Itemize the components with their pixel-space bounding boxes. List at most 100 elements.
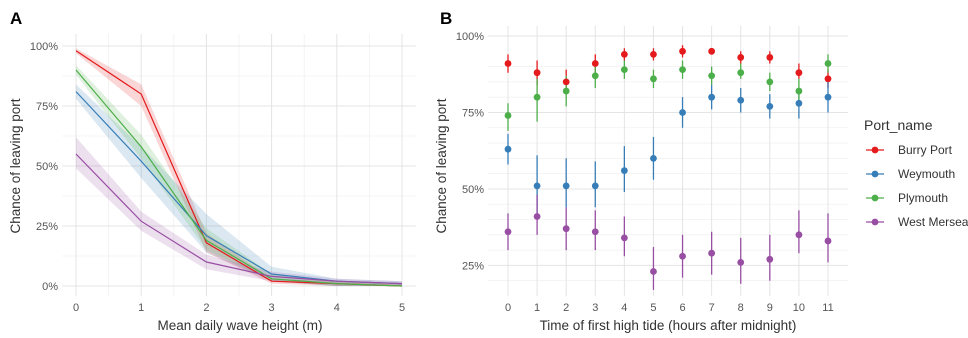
panel-b-x-axis-title: Time of first high tide (hours after mid…: [540, 318, 797, 333]
point-weymouth: [708, 93, 716, 101]
point-weymouth: [679, 109, 686, 116]
panel-b-points: [504, 47, 832, 275]
x-tick-label: 1: [138, 302, 144, 314]
point-west-mersea: [650, 268, 657, 275]
panel-b-tick-labels: 0 1 2 3 4 5 6 7 8 9 10 11 25% 50% 75% 100%: [456, 31, 834, 314]
panel-a-x-axis-title: Mean daily wave height (m): [157, 318, 322, 333]
point-plymouth: [708, 72, 716, 80]
x-tick-label: 0: [73, 302, 79, 314]
point-weymouth: [737, 96, 745, 104]
point-burry-port: [504, 60, 512, 67]
line-west-mersea: [75, 153, 403, 285]
panel-a-plot: 0 1 2 3 4 50%25%50%75%100%: [30, 34, 416, 314]
point-burry-port: [650, 50, 657, 58]
point-west-mersea: [591, 228, 599, 236]
point-plymouth: [824, 60, 832, 67]
y-tick-label: 75%: [36, 101, 58, 113]
point-plymouth: [737, 69, 745, 77]
point-plymouth: [620, 66, 628, 74]
panel-b-gridlines: [488, 26, 848, 296]
legend: Port_name Burry Port Weymouth Plymouth West…: [864, 117, 968, 229]
y-tick-label: 100%: [30, 41, 58, 53]
legend-title: Port_name: [864, 117, 933, 133]
ribbon-west-mersea: [76, 137, 402, 286]
x-tick-label: 1: [534, 302, 540, 314]
point-plymouth: [533, 93, 541, 101]
x-tick-label: 2: [563, 302, 569, 314]
ribbon-weymouth: [76, 84, 402, 287]
legend-point-west-mersea: [871, 218, 879, 226]
x-tick-label: 9: [767, 302, 773, 314]
point-west-mersea: [708, 249, 716, 257]
point-plymouth: [650, 75, 657, 83]
point-burry-port: [824, 75, 832, 83]
y-tick-label: 50%: [462, 184, 484, 196]
point-burry-port: [766, 54, 774, 61]
panel-b-y-axis-title: Chance of leaving port: [434, 98, 449, 233]
x-tick-label: 2: [203, 302, 209, 314]
point-west-mersea: [504, 228, 512, 236]
x-tick-label: 10: [793, 302, 805, 314]
legend-label-plymouth: Plymouth: [898, 191, 948, 205]
point-plymouth: [562, 87, 570, 95]
point-weymouth: [533, 182, 541, 190]
line-plymouth: [75, 69, 403, 287]
point-west-mersea: [766, 255, 774, 263]
x-tick-label: 4: [621, 302, 627, 314]
point-weymouth: [620, 167, 628, 174]
panel-a-y-axis-title: Chance of leaving port: [8, 98, 23, 233]
legend-point-weymouth: [871, 170, 879, 178]
y-tick-label: 25%: [462, 260, 484, 272]
point-burry-port: [795, 69, 803, 77]
y-tick-label: 75%: [462, 107, 484, 119]
x-tick-label: 11: [822, 302, 833, 314]
x-tick-label: 8: [738, 302, 744, 314]
x-tick-label: 5: [399, 302, 405, 314]
point-west-mersea: [795, 231, 803, 239]
point-weymouth: [766, 102, 774, 110]
panel-a-gridlines: [62, 34, 416, 296]
x-tick-label: 6: [679, 302, 685, 314]
x-tick-label: 3: [269, 302, 275, 314]
legend-label-west-mersea: West Mersea: [898, 215, 968, 229]
point-burry-port: [708, 47, 716, 55]
point-west-mersea: [562, 225, 570, 233]
panel-b-label: B: [440, 9, 452, 28]
point-west-mersea: [533, 213, 541, 220]
point-weymouth: [504, 145, 512, 153]
point-weymouth: [591, 182, 599, 190]
point-burry-port: [620, 50, 628, 58]
legend-label-weymouth: Weymouth: [898, 167, 955, 181]
legend-point-plymouth: [871, 194, 879, 202]
point-west-mersea: [737, 258, 745, 266]
legend-label-burry-port: Burry Port: [898, 143, 953, 157]
point-burry-port: [533, 69, 541, 77]
point-weymouth: [562, 182, 570, 190]
x-tick-label: 3: [592, 302, 598, 314]
point-west-mersea: [620, 234, 628, 242]
point-plymouth: [795, 87, 803, 95]
point-plymouth: [504, 112, 512, 119]
y-tick-label: 50%: [36, 161, 58, 173]
point-plymouth: [766, 78, 774, 86]
panel-a-label: A: [10, 9, 22, 28]
legend-point-burry-port: [871, 146, 879, 154]
point-burry-port: [562, 78, 570, 86]
x-tick-label: 7: [709, 302, 715, 314]
point-plymouth: [591, 72, 599, 80]
panel-b-plot: 0 1 2 3 4 5 6 7 8 9 10 11 25% 50% 75% 100%: [456, 26, 848, 314]
x-tick-label: 4: [334, 302, 340, 314]
x-tick-label: 0: [505, 302, 511, 314]
point-burry-port: [591, 60, 599, 67]
panel-a-tick-labels: 0 1 2 3 4 50%25%50%75%100%: [30, 41, 405, 314]
y-tick-label: 100%: [456, 31, 484, 43]
x-tick-label: 5: [650, 302, 656, 314]
point-west-mersea: [824, 237, 832, 245]
y-tick-label: 0%: [42, 281, 58, 293]
point-weymouth: [795, 99, 803, 107]
point-west-mersea: [679, 252, 686, 260]
point-weymouth: [824, 93, 832, 101]
point-burry-port: [679, 47, 686, 55]
point-plymouth: [679, 66, 686, 74]
